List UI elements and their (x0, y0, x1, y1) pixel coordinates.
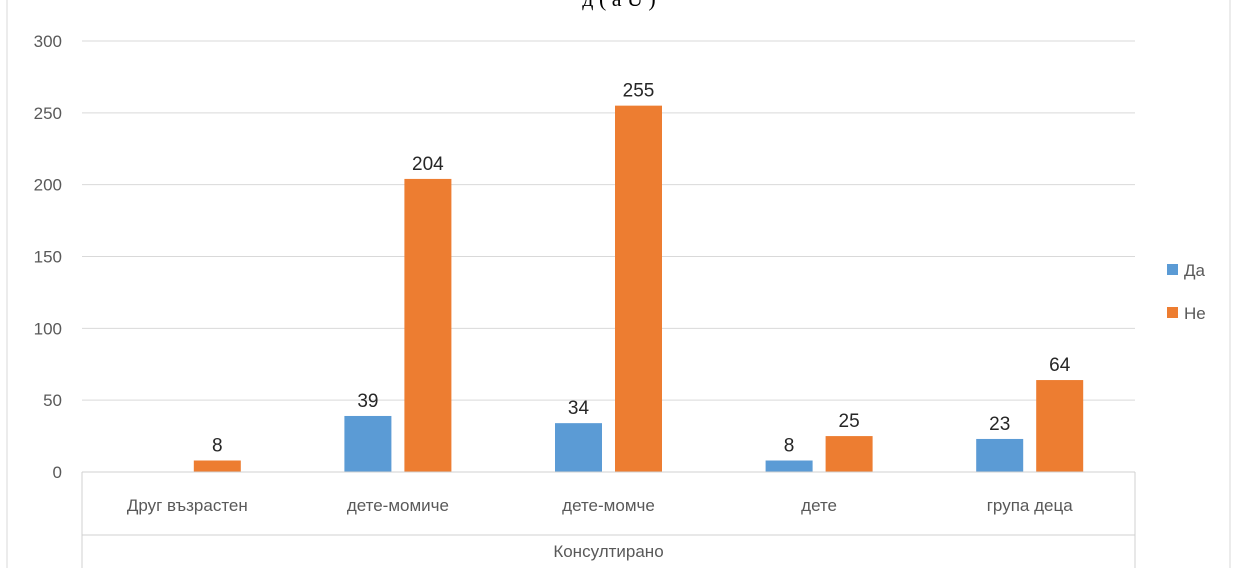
y-tick-label: 200 (34, 176, 62, 195)
bar-ne (193, 460, 241, 472)
legend-swatch (1167, 264, 1178, 275)
y-tick-label: 150 (34, 248, 62, 267)
data-label: 204 (412, 154, 444, 175)
x-tick-label: група деца (987, 496, 1073, 515)
data-label: 25 (839, 411, 860, 432)
bar-ne (404, 178, 452, 473)
data-label: 34 (568, 398, 590, 419)
bar-ne (1036, 380, 1084, 472)
x-tick-label: дете-момиче (347, 496, 449, 515)
data-label: 8 (212, 436, 223, 457)
data-labels: 8 39 204 34 255 8 25 23 64 (212, 81, 1071, 457)
data-label: 255 (623, 81, 655, 102)
data-label: 23 (989, 414, 1010, 435)
data-label: 64 (1049, 355, 1071, 376)
bar-ne (825, 436, 873, 472)
data-label: 39 (357, 391, 378, 412)
legend-label: Да (1184, 261, 1206, 280)
data-label: 8 (784, 436, 795, 457)
x-group-label: Консултирано (553, 542, 663, 561)
legend-label: Не (1184, 304, 1206, 323)
bar-da (555, 423, 602, 472)
x-tick-label: дете (801, 496, 837, 515)
bar-ne (615, 105, 662, 473)
legend: Да Не (1167, 261, 1206, 323)
y-tick-label: 250 (34, 104, 62, 123)
bar-da (344, 415, 392, 472)
y-tick-label: 50 (43, 391, 62, 410)
y-tick-label: 300 (34, 32, 62, 51)
x-axis: Друг възрастен дете-момиче дете-момче дете г… (6, 0, 1231, 568)
y-axis-ticks: 0 50 100 150 200 250 300 (34, 32, 62, 482)
legend-swatch (1167, 307, 1178, 318)
gridlines (82, 40, 1135, 473)
x-tick-label: дете-момче (562, 496, 655, 515)
y-tick-label: 100 (34, 319, 62, 338)
bar-da (765, 460, 813, 472)
bar-da (976, 438, 1024, 472)
y-tick-label: 0 (53, 463, 62, 482)
x-tick-label: Друг възрастен (127, 496, 248, 515)
chart-title-fragment: д ( ä Ū ) (0, 0, 1238, 12)
bars (193, 105, 1084, 473)
